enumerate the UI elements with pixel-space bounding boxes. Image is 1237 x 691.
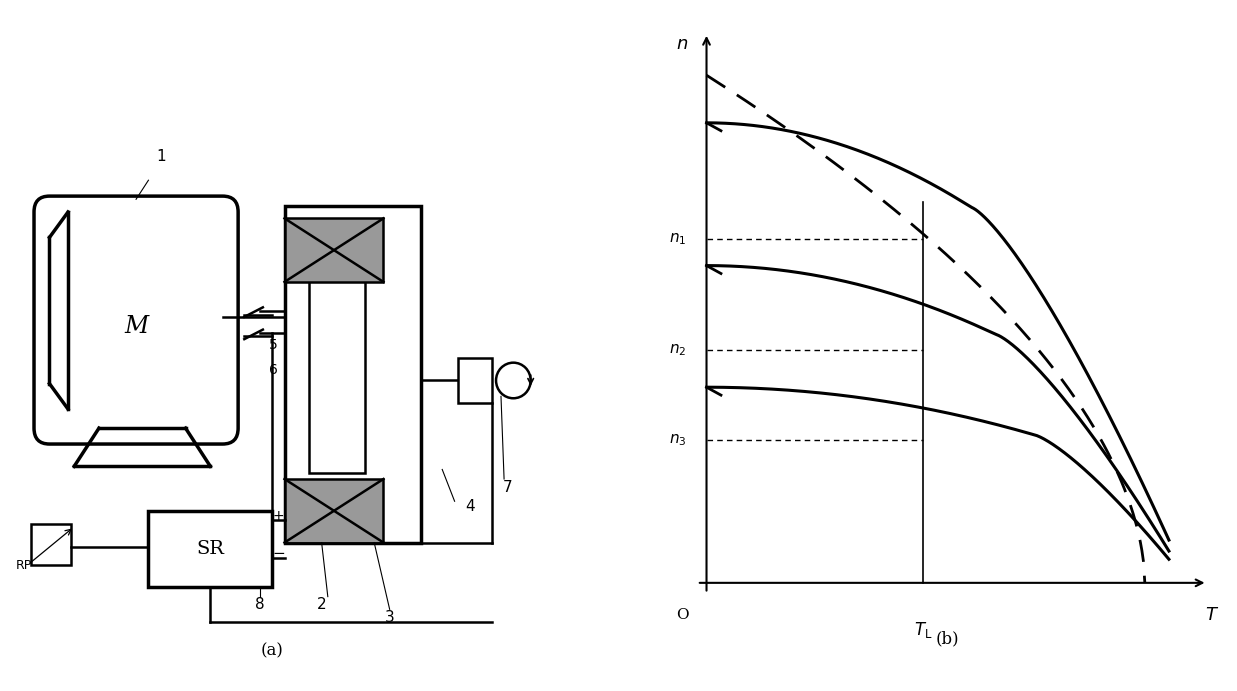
Text: 2: 2	[317, 597, 327, 612]
Text: +: +	[272, 509, 285, 523]
Bar	[148, 511, 272, 587]
Text: 8: 8	[255, 597, 265, 612]
Text: (b): (b)	[935, 631, 959, 647]
Text: 5: 5	[270, 338, 278, 352]
Text: M: M	[124, 315, 148, 338]
Text: $n_2$: $n_2$	[669, 342, 687, 358]
Text: $n_1$: $n_1$	[669, 231, 687, 247]
Bar	[285, 206, 421, 542]
Bar	[285, 218, 383, 282]
Text: $n_3$: $n_3$	[669, 433, 687, 448]
Text: −: −	[272, 547, 285, 562]
Text: 1: 1	[156, 149, 166, 164]
Bar	[285, 479, 383, 542]
Text: $T$: $T$	[1205, 605, 1220, 623]
Text: 4: 4	[465, 499, 475, 514]
Text: $n$: $n$	[677, 35, 689, 53]
Text: 6: 6	[270, 363, 278, 377]
FancyBboxPatch shape	[33, 196, 238, 444]
Text: SR: SR	[197, 540, 224, 558]
Bar	[309, 276, 365, 473]
Bar	[31, 524, 71, 565]
Text: $T_\mathrm{L}$: $T_\mathrm{L}$	[914, 620, 933, 640]
Text: 7: 7	[502, 480, 512, 495]
Text: O: O	[677, 607, 689, 622]
Bar	[458, 358, 492, 403]
Text: (a): (a)	[261, 643, 283, 660]
Text: 3: 3	[385, 610, 395, 625]
Text: RP: RP	[15, 559, 32, 572]
